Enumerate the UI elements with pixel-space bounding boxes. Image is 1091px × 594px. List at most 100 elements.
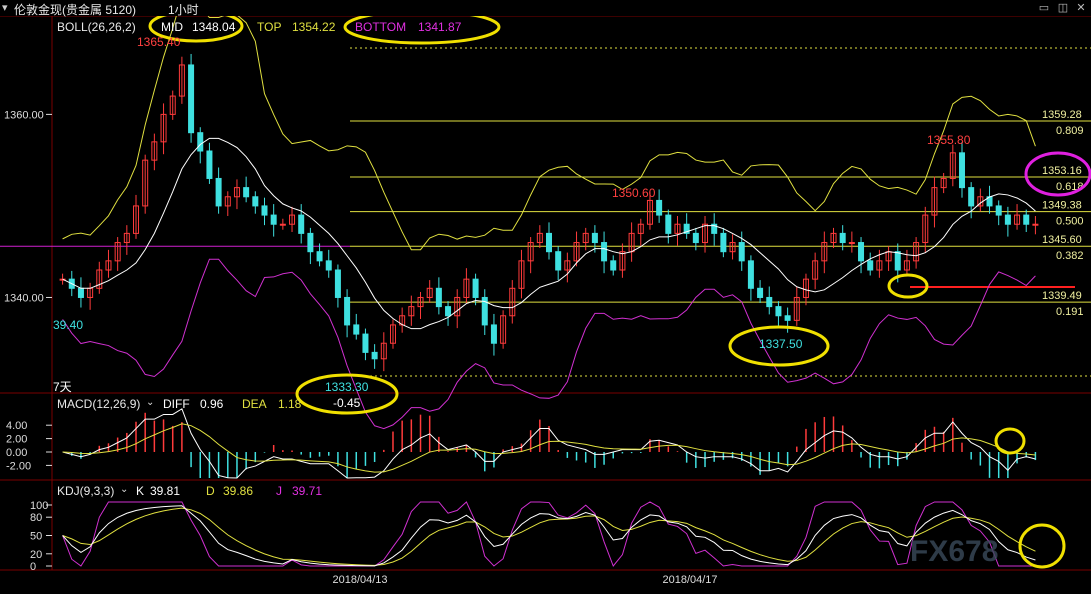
- annotation-high-mid: 1350.60: [612, 186, 656, 200]
- boll-mid-value: 1348.04: [192, 20, 236, 34]
- macd-diff-line: [62, 408, 1036, 479]
- candle-body: [775, 306, 782, 317]
- highlight-ellipse-macd: [994, 427, 1026, 455]
- kdj-d-label: D: [206, 484, 215, 498]
- fib-ratio-label: 0.382: [1056, 250, 1084, 262]
- candle-body: [527, 242, 534, 262]
- title-bar: ▾ 伦敦金现(贵金属 5120) 1小时 ▭ ◫ ✕: [0, 0, 1091, 17]
- boll-mid-label: MID: [161, 20, 183, 34]
- candle-body: [665, 214, 672, 234]
- candle-body: [793, 296, 800, 321]
- boll-top-label: TOP: [257, 20, 282, 34]
- candle-body: [940, 177, 947, 189]
- price-tick-label: 1340.00: [4, 292, 44, 304]
- candle-body: [637, 223, 644, 234]
- boll-top-value: 1354.22: [292, 20, 336, 34]
- fib-price-label: 1353.16: [1042, 165, 1082, 177]
- candle-body: [848, 242, 855, 245]
- highlight-ellipse-low-mid: [728, 325, 830, 367]
- kdj-chevron-icon[interactable]: ⌄: [120, 484, 129, 495]
- candle-body: [289, 214, 296, 225]
- candle-body: [931, 187, 938, 216]
- candle-body: [408, 306, 415, 317]
- candle-body: [1023, 214, 1030, 225]
- candle-body: [307, 232, 314, 253]
- kdj-tick-label: 50: [30, 531, 42, 543]
- fib-price-label: 1349.38: [1042, 200, 1082, 212]
- candle-body: [426, 287, 433, 298]
- candle-body: [206, 150, 213, 179]
- candle-body: [738, 242, 745, 262]
- candle-body: [362, 333, 369, 353]
- restore-icon[interactable]: ◫: [1057, 2, 1069, 14]
- fib-price-label: 1345.60: [1042, 234, 1082, 246]
- candle-body: [610, 260, 617, 271]
- candle-body: [325, 260, 332, 271]
- candle-body: [1032, 223, 1039, 226]
- candle-body: [683, 223, 690, 234]
- left-edge-note: 7天: [53, 380, 72, 394]
- candle-body: [417, 296, 424, 308]
- candle-body: [1014, 214, 1021, 225]
- kdj-name: KDJ(9,3,3): [57, 484, 115, 498]
- highlight-ellipse-fib-618: [1024, 151, 1091, 197]
- macd-tick-label: 2.00: [6, 434, 27, 446]
- fib-price-label: 1359.28: [1042, 109, 1082, 121]
- candle-body: [995, 205, 1002, 216]
- instrument-title[interactable]: 伦敦金现(贵金属 5120): [14, 3, 137, 17]
- candle-body: [270, 214, 277, 225]
- macd-diff-label: DIFF: [163, 397, 190, 411]
- candle-body: [188, 64, 195, 134]
- candle-body: [894, 251, 901, 271]
- candle-body: [573, 242, 580, 262]
- macd-chevron-icon[interactable]: ⌄: [146, 397, 155, 408]
- boll-bottom-line: [62, 258, 1036, 430]
- candle-body: [151, 141, 158, 161]
- candle-body: [261, 205, 268, 216]
- candle-body: [96, 269, 103, 289]
- candle-body: [500, 315, 507, 344]
- highlight-ellipse-support: [887, 273, 929, 299]
- macd-dea-line: [62, 423, 1036, 473]
- candle-body: [812, 260, 819, 280]
- candle-body: [968, 187, 975, 207]
- kdj-j-value: 39.71: [292, 484, 323, 498]
- kdj-d-line: [62, 507, 1036, 566]
- candle-body: [472, 278, 479, 298]
- highlight-ellipse-low-left: [295, 373, 399, 415]
- candle-body: [555, 251, 562, 271]
- kdj-k-label: K: [136, 484, 145, 498]
- candle-body: [380, 342, 387, 360]
- candle-body: [509, 287, 516, 317]
- candle-body: [224, 196, 231, 207]
- x-axis-date-label: 2018/04/17: [662, 574, 717, 586]
- candle-body: [821, 242, 828, 262]
- kdj-tick-label: 100: [30, 500, 48, 512]
- fib-price-label: 1339.49: [1042, 290, 1082, 302]
- price-tick-label: 1360.00: [4, 109, 44, 121]
- minimize-icon[interactable]: ▭: [1038, 2, 1050, 14]
- candle-body: [646, 199, 653, 225]
- candle-body: [656, 199, 663, 216]
- left-edge-price: 39.40: [53, 318, 84, 332]
- candle-body: [692, 232, 699, 244]
- close-icon[interactable]: ✕: [1076, 2, 1086, 14]
- annotation-high-right: 1355.80: [927, 133, 971, 147]
- annotation-low-mid: 1337.50: [759, 337, 803, 351]
- boll-mid-line: [62, 137, 1036, 330]
- boll-top-line: [62, 0, 1036, 251]
- chevron-down-icon[interactable]: ▾: [2, 2, 8, 14]
- candle-body: [830, 232, 837, 244]
- period-selector[interactable]: 1小时: [168, 3, 199, 17]
- candle-body: [114, 242, 121, 262]
- candle-body: [77, 287, 84, 298]
- candle-body: [279, 223, 286, 226]
- boll-name: BOLL(26,26,2): [57, 20, 136, 34]
- candle-body: [215, 177, 222, 207]
- candle-body: [197, 132, 204, 152]
- kdj-j-label: J: [276, 484, 282, 498]
- candle-body: [711, 223, 718, 234]
- candle-body: [729, 242, 736, 253]
